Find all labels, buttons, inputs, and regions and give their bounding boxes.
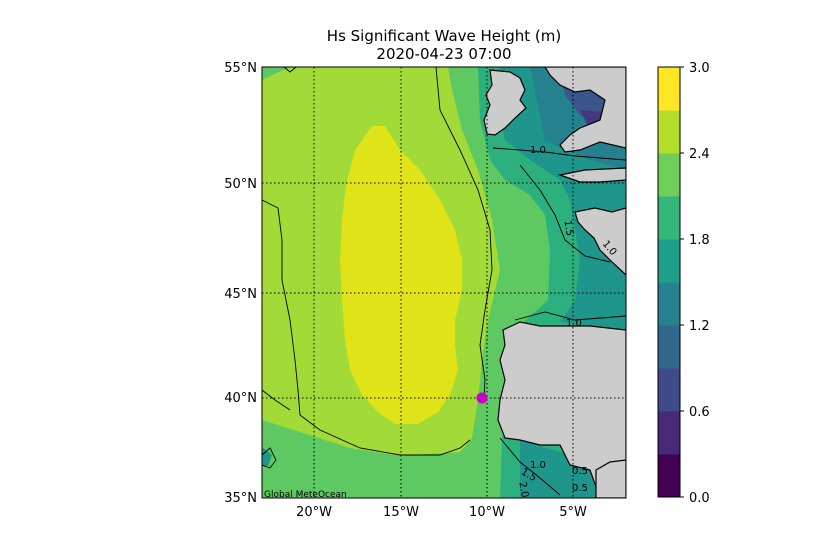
lon-tick-label: 20°W xyxy=(296,505,332,520)
land-ireland xyxy=(483,69,527,136)
colorbar-frame xyxy=(657,66,681,498)
lat-tick-label: 40°N xyxy=(224,391,257,406)
land-africa xyxy=(595,459,626,498)
land-iberia xyxy=(497,321,626,498)
map-frame xyxy=(261,66,627,499)
colorbar-tick-label: 3.0 xyxy=(689,61,710,76)
lat-ticks: 55°N 50°N 45°N 40°N 35°N xyxy=(224,61,257,506)
colorbar-segment xyxy=(658,196,680,240)
colorbar xyxy=(658,67,680,498)
lon-tick-label: 5°W xyxy=(559,505,587,520)
colorbar-tick-label: 0.6 xyxy=(689,405,710,420)
contour-1-5-biscay xyxy=(519,164,611,263)
land-cornwall xyxy=(557,167,626,183)
colorbar-tick-label: 1.8 xyxy=(689,233,710,248)
lat-tick-label: 55°N xyxy=(224,61,257,76)
map-title: Hs Significant Wave Height (m) xyxy=(327,27,561,45)
map-subtitle: 2020-04-23 07:00 xyxy=(376,45,511,63)
sea-green-south xyxy=(262,420,485,498)
colorbar-ticks: 3.0 2.4 1.8 1.2 0.6 0.0 xyxy=(680,61,710,506)
lon-tick-label: 15°W xyxy=(383,505,419,520)
land-britain xyxy=(544,67,626,153)
lat-tick-label: 45°N xyxy=(224,287,257,302)
contour-label: 1.0 xyxy=(566,318,582,329)
colorbar-segment xyxy=(658,239,680,283)
sea-green-nw xyxy=(262,67,290,80)
contour-2-5 xyxy=(262,199,471,456)
contour-nw xyxy=(283,67,297,73)
colorbar-segment xyxy=(658,67,680,111)
contour-sw xyxy=(262,389,291,411)
colorbar-tick-label: 0.0 xyxy=(689,491,710,506)
contour-label: 1.0 xyxy=(530,460,546,471)
contour-label: 1.5 xyxy=(561,219,575,237)
contour-label: 0.5 xyxy=(572,466,588,477)
credit-text: Global MeteOcean xyxy=(264,490,347,500)
contour-1-5-south xyxy=(499,437,561,496)
contour-1-0-iberia xyxy=(514,311,626,321)
contour-label: 2.0 xyxy=(516,481,530,499)
contour-2-0-north xyxy=(435,67,493,399)
lon-ticks: 20°W 15°W 10°W 5°W xyxy=(296,505,587,520)
contour-1-0-north xyxy=(492,147,626,161)
colorbar-segment xyxy=(658,110,680,154)
colorbar-segment xyxy=(658,368,680,412)
graticule xyxy=(262,67,626,498)
colorbar-tick-label: 2.4 xyxy=(689,147,710,162)
sea-teal-sw xyxy=(262,447,272,466)
map-area: 1.0 1.5 1.0 1.0 1.0 1.5 2.0 0.5 0.5 Glob… xyxy=(262,67,626,500)
contour-label: 1.0 xyxy=(530,145,546,156)
lon-tick-label: 10°W xyxy=(469,505,505,520)
land-brittany xyxy=(574,207,626,276)
colorbar-segment xyxy=(658,153,680,197)
colorbar-tick-label: 1.2 xyxy=(689,319,710,334)
contour-sw-blob xyxy=(262,447,277,469)
lat-tick-label: 50°N xyxy=(224,177,257,192)
colorbar-segment xyxy=(658,282,680,326)
contour-lines xyxy=(262,67,626,496)
contour-label: 0.5 xyxy=(572,483,588,494)
colorbar-segment xyxy=(658,411,680,455)
colorbar-segment xyxy=(658,454,680,498)
lat-tick-label: 35°N xyxy=(224,491,257,506)
location-marker xyxy=(476,392,488,404)
colorbar-segment xyxy=(658,325,680,369)
